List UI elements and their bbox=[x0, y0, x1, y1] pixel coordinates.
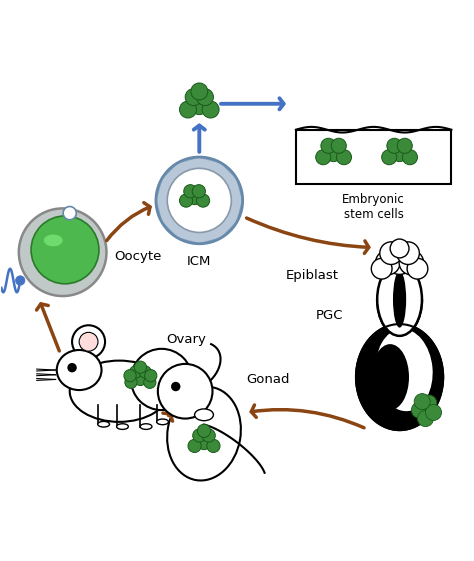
Circle shape bbox=[414, 394, 430, 410]
Circle shape bbox=[158, 364, 212, 419]
Text: PGC: PGC bbox=[316, 309, 343, 323]
Circle shape bbox=[390, 239, 409, 258]
Circle shape bbox=[79, 332, 98, 351]
Circle shape bbox=[188, 191, 201, 205]
Circle shape bbox=[139, 366, 151, 378]
Circle shape bbox=[397, 138, 412, 153]
Circle shape bbox=[193, 429, 206, 442]
Circle shape bbox=[72, 325, 105, 358]
Circle shape bbox=[191, 83, 208, 100]
Circle shape bbox=[380, 242, 402, 264]
Circle shape bbox=[134, 361, 146, 373]
Ellipse shape bbox=[371, 344, 409, 410]
Circle shape bbox=[192, 185, 205, 198]
Ellipse shape bbox=[140, 424, 152, 429]
Circle shape bbox=[67, 363, 77, 373]
Circle shape bbox=[125, 376, 137, 388]
Circle shape bbox=[326, 146, 341, 162]
Circle shape bbox=[426, 404, 441, 420]
Circle shape bbox=[375, 250, 400, 275]
Circle shape bbox=[171, 382, 181, 391]
Circle shape bbox=[202, 429, 215, 442]
Circle shape bbox=[134, 373, 146, 385]
Circle shape bbox=[145, 370, 157, 382]
Ellipse shape bbox=[356, 324, 443, 430]
Text: Epiblast: Epiblast bbox=[285, 269, 338, 282]
Circle shape bbox=[191, 98, 208, 114]
Circle shape bbox=[407, 259, 428, 279]
Circle shape bbox=[197, 436, 210, 450]
Circle shape bbox=[411, 402, 428, 418]
Circle shape bbox=[399, 250, 424, 275]
Circle shape bbox=[124, 370, 136, 382]
Circle shape bbox=[337, 150, 352, 165]
Ellipse shape bbox=[70, 361, 169, 422]
Circle shape bbox=[184, 185, 197, 198]
Circle shape bbox=[197, 89, 213, 105]
Circle shape bbox=[19, 208, 107, 296]
Circle shape bbox=[185, 89, 202, 105]
Circle shape bbox=[331, 138, 346, 153]
Circle shape bbox=[402, 150, 418, 165]
Circle shape bbox=[392, 146, 407, 162]
Circle shape bbox=[202, 101, 219, 118]
Circle shape bbox=[197, 424, 210, 438]
Ellipse shape bbox=[44, 234, 63, 246]
Circle shape bbox=[384, 244, 415, 274]
Circle shape bbox=[144, 376, 156, 388]
Circle shape bbox=[316, 150, 331, 165]
Circle shape bbox=[31, 216, 99, 284]
Circle shape bbox=[167, 168, 231, 232]
Text: Embryonic
stem cells: Embryonic stem cells bbox=[342, 194, 405, 222]
Ellipse shape bbox=[377, 263, 422, 336]
Ellipse shape bbox=[378, 263, 421, 335]
Circle shape bbox=[421, 395, 437, 411]
Circle shape bbox=[16, 276, 25, 285]
Ellipse shape bbox=[98, 421, 109, 427]
Circle shape bbox=[188, 439, 201, 453]
Circle shape bbox=[197, 194, 210, 207]
Bar bbox=[296, 130, 451, 184]
Circle shape bbox=[387, 138, 402, 153]
Circle shape bbox=[131, 349, 192, 410]
Circle shape bbox=[207, 439, 220, 453]
Circle shape bbox=[156, 157, 243, 243]
Circle shape bbox=[418, 411, 434, 426]
Ellipse shape bbox=[117, 424, 128, 429]
Text: ICM: ICM bbox=[187, 255, 211, 268]
Circle shape bbox=[321, 138, 336, 153]
Text: Ovary: Ovary bbox=[166, 333, 206, 347]
Circle shape bbox=[180, 101, 197, 118]
Ellipse shape bbox=[376, 329, 433, 411]
Bar bbox=[371, 257, 428, 300]
Circle shape bbox=[180, 194, 193, 207]
Text: Oocyte: Oocyte bbox=[115, 250, 162, 264]
Circle shape bbox=[63, 206, 76, 220]
Ellipse shape bbox=[156, 419, 168, 425]
Ellipse shape bbox=[57, 350, 101, 390]
Text: Gonad: Gonad bbox=[246, 373, 290, 386]
Ellipse shape bbox=[393, 271, 406, 328]
Ellipse shape bbox=[167, 387, 241, 480]
Circle shape bbox=[382, 150, 397, 165]
Circle shape bbox=[371, 259, 392, 279]
Circle shape bbox=[397, 242, 419, 264]
Circle shape bbox=[129, 366, 142, 378]
Ellipse shape bbox=[195, 409, 213, 421]
